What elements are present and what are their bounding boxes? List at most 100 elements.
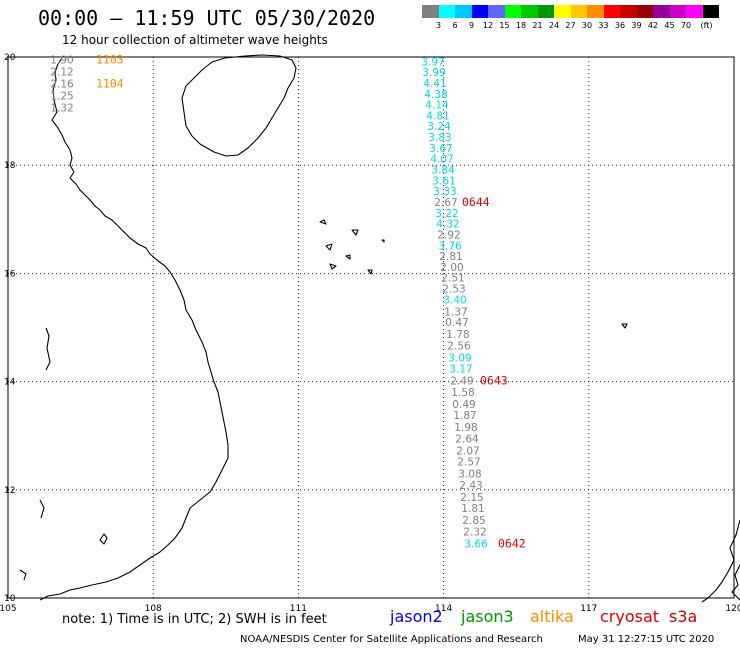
- wave-height-label: 3.67: [429, 143, 452, 155]
- legend-label: 3: [435, 21, 442, 30]
- wave-height-label: 2.57: [457, 457, 480, 469]
- paracel-islands: [319, 219, 385, 275]
- wave-height-label: 1.98: [454, 422, 477, 434]
- legend-swatch: [554, 5, 571, 18]
- satellite-label-jason3: jason3: [461, 607, 514, 626]
- legend-swatch: [422, 5, 439, 18]
- longitude-tick-label: 105: [0, 604, 17, 614]
- longitude-tick-label: 117: [580, 604, 597, 614]
- wave-height-label: 1.78: [446, 329, 469, 341]
- legend-swatch: [653, 5, 670, 18]
- wave-height-label: 3.66: [464, 538, 488, 550]
- wave-height-label: 2.49: [450, 376, 473, 388]
- altimeter-observations: 1.902.122.161.251.32 1103 1104 3.973.994.41…: [50, 53, 525, 551]
- legend-label: 33: [598, 21, 609, 30]
- page-subtitle: 12 hour collection of altimeter wave hei…: [62, 33, 328, 47]
- legend-label: 21: [532, 21, 543, 30]
- wave-height-label: 2.81: [439, 251, 462, 263]
- legend-swatch: [669, 5, 686, 18]
- axis-tick-labels: 105 108 111 114 117 120 20 18 16 14 12 10: [0, 53, 740, 614]
- lat-lon-grid: [7, 56, 735, 599]
- wave-height-label: 4.07: [430, 154, 453, 166]
- wave-height-label: 3.22: [435, 208, 458, 220]
- wave-height-label: 4.41: [423, 78, 446, 90]
- coastline: [19, 54, 740, 603]
- wave-height-label: 2.92: [437, 229, 460, 241]
- longitude-tick-label: 108: [145, 604, 162, 614]
- legend-label: 36: [614, 21, 626, 30]
- pass-time-label: 1104: [96, 77, 124, 91]
- wave-height-label: 2.16: [50, 79, 74, 91]
- gulf-islands: [19, 327, 51, 581]
- legend-swatch: [636, 5, 653, 18]
- wave-height-label: 2.85: [462, 515, 485, 527]
- legend-swatch: [570, 5, 587, 18]
- legend-swatch: [686, 5, 703, 18]
- legend-swatches: [422, 5, 740, 18]
- legend-label: 39: [631, 21, 642, 30]
- longitude-tick-label: 114: [435, 604, 452, 614]
- wave-height-label: 2.00: [440, 262, 463, 274]
- wave-height-label: 1.87: [453, 410, 476, 422]
- legend-label: (ft): [700, 21, 713, 30]
- legend-swatch: [587, 5, 604, 18]
- pass-time-label: 1103: [96, 53, 124, 67]
- legend-label: 27: [565, 21, 576, 30]
- map-frame: [7, 56, 735, 599]
- pass-time-label: 0643: [480, 374, 508, 388]
- legend-label: 9: [468, 21, 475, 30]
- hainan-coastline: [181, 54, 297, 157]
- wave-height-label: 2.53: [442, 284, 465, 296]
- legend-label: 70: [680, 21, 692, 30]
- page-title: 00:00 – 11:59 UTC 05/30/2020: [38, 6, 376, 30]
- wave-height-label: 2.67: [434, 197, 457, 209]
- footer-note: note: 1) Time is in UTC; 2) SWH is in fe…: [62, 612, 327, 627]
- wave-height-label: 2.56: [447, 340, 471, 352]
- legend-swatch: [471, 5, 488, 18]
- wave-height-label: 2.32: [463, 526, 486, 538]
- credit-line: NOAA/NESDIS Center for Satellite Applica…: [240, 634, 543, 645]
- legend-swatch: [488, 5, 505, 18]
- wave-height-label: 3.97: [421, 56, 444, 68]
- wave-height-label: 3.17: [449, 364, 472, 376]
- wave-height-label: 4.14: [425, 100, 449, 112]
- wave-height-label: 0.49: [452, 399, 475, 411]
- latitude-tick-label: 14: [4, 378, 16, 388]
- legend-label: 30: [581, 21, 593, 30]
- legend-swatch: [504, 5, 521, 18]
- wave-height-label: 1.90: [50, 55, 73, 67]
- wave-height-label: 3.33: [433, 186, 456, 198]
- legend-swatch: [620, 5, 637, 18]
- legend-swatch: [702, 5, 719, 18]
- wave-height-label: 3.40: [443, 294, 466, 306]
- legend-labels: 3 6 9 12 15 18 21 24 27 30 33 36 39 42 45 70 (ft): [422, 21, 740, 33]
- legend-swatch: [438, 5, 455, 18]
- wave-height-label: 2.43: [459, 480, 482, 492]
- legend-label: 18: [515, 21, 527, 30]
- legend-label: 45: [664, 21, 675, 30]
- wave-height-label: 3.08: [458, 469, 481, 481]
- legend-label: 15: [499, 21, 510, 30]
- satellite-label-jason2: jason2: [390, 607, 443, 626]
- wave-height-label: 3.83: [428, 132, 451, 144]
- latitude-tick-label: 18: [4, 161, 16, 171]
- legend-swatch: [603, 5, 620, 18]
- vietnam-coastline: [39, 57, 229, 601]
- wave-height-label: 3.61: [432, 175, 455, 187]
- latitude-tick-label: 16: [4, 269, 16, 279]
- wave-height-label: 0.47: [445, 317, 468, 329]
- wave-height-label: 3.84: [431, 165, 455, 177]
- satellite-label-s3a: s3a: [669, 607, 698, 626]
- wave-height-label: 4.32: [436, 219, 459, 231]
- wave-height-label: 3.76: [438, 240, 462, 252]
- timestamp: May 31 12:27:15 UTC 2020: [578, 634, 715, 645]
- longitude-tick-label: 120: [725, 604, 740, 614]
- wave-height-label: 2.12: [50, 67, 73, 79]
- satellite-label-cryosat: cryosat: [600, 607, 660, 626]
- latitude-tick-label: 12: [4, 486, 15, 496]
- legend-swatch: [537, 5, 554, 18]
- latitude-tick-label: 20: [4, 53, 16, 63]
- reef-marker-east: [621, 323, 628, 329]
- wave-height-label: 2.51: [441, 273, 464, 285]
